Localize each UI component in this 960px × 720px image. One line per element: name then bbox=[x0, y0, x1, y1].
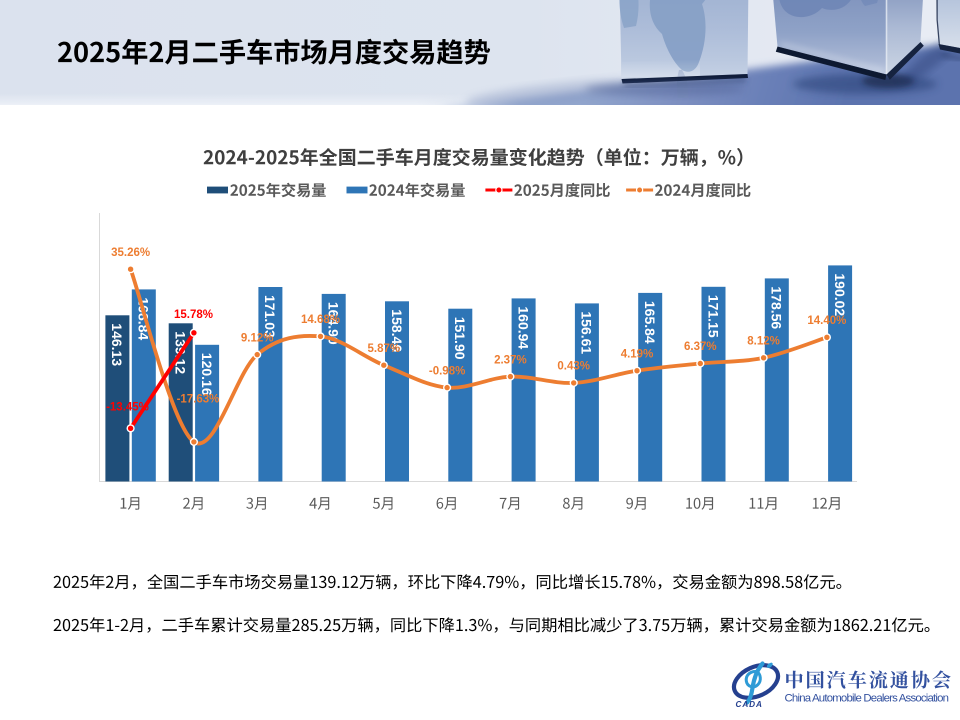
svg-text:-13.45%: -13.45% bbox=[106, 402, 149, 414]
svg-text:5.87%: 5.87% bbox=[367, 343, 400, 355]
svg-text:165.84: 165.84 bbox=[642, 301, 658, 344]
svg-text:9.12%: 9.12% bbox=[241, 332, 274, 344]
svg-text:171.03: 171.03 bbox=[262, 295, 278, 338]
svg-text:4.19%: 4.19% bbox=[621, 348, 654, 360]
svg-text:35.26%: 35.26% bbox=[111, 247, 150, 259]
svg-text:CADA: CADA bbox=[736, 700, 763, 709]
svg-text:-17.63%: -17.63% bbox=[177, 394, 220, 406]
svg-text:2.37%: 2.37% bbox=[494, 354, 527, 366]
svg-text:8.12%: 8.12% bbox=[747, 336, 780, 348]
svg-text:156.61: 156.61 bbox=[579, 311, 595, 354]
svg-text:-0.98%: -0.98% bbox=[429, 365, 465, 377]
svg-text:160.94: 160.94 bbox=[515, 306, 531, 349]
svg-text:14.68%: 14.68% bbox=[301, 314, 340, 326]
svg-text:14.40%: 14.40% bbox=[807, 315, 846, 327]
svg-text:178.56: 178.56 bbox=[769, 286, 785, 329]
svg-text:190.02: 190.02 bbox=[832, 273, 848, 316]
svg-text:15.78%: 15.78% bbox=[174, 309, 213, 321]
svg-text:0.43%: 0.43% bbox=[557, 361, 590, 373]
svg-text:120.16: 120.16 bbox=[199, 353, 215, 396]
svg-text:146.13: 146.13 bbox=[109, 323, 125, 366]
svg-text:151.90: 151.90 bbox=[452, 317, 468, 360]
svg-text:164.90: 164.90 bbox=[326, 302, 342, 345]
svg-text:China Automobile Dealers Assoc: China Automobile Dealers Association bbox=[785, 693, 950, 705]
svg-text:158.46: 158.46 bbox=[389, 309, 405, 352]
svg-text:6.37%: 6.37% bbox=[684, 341, 717, 353]
svg-text:171.15: 171.15 bbox=[705, 295, 721, 338]
